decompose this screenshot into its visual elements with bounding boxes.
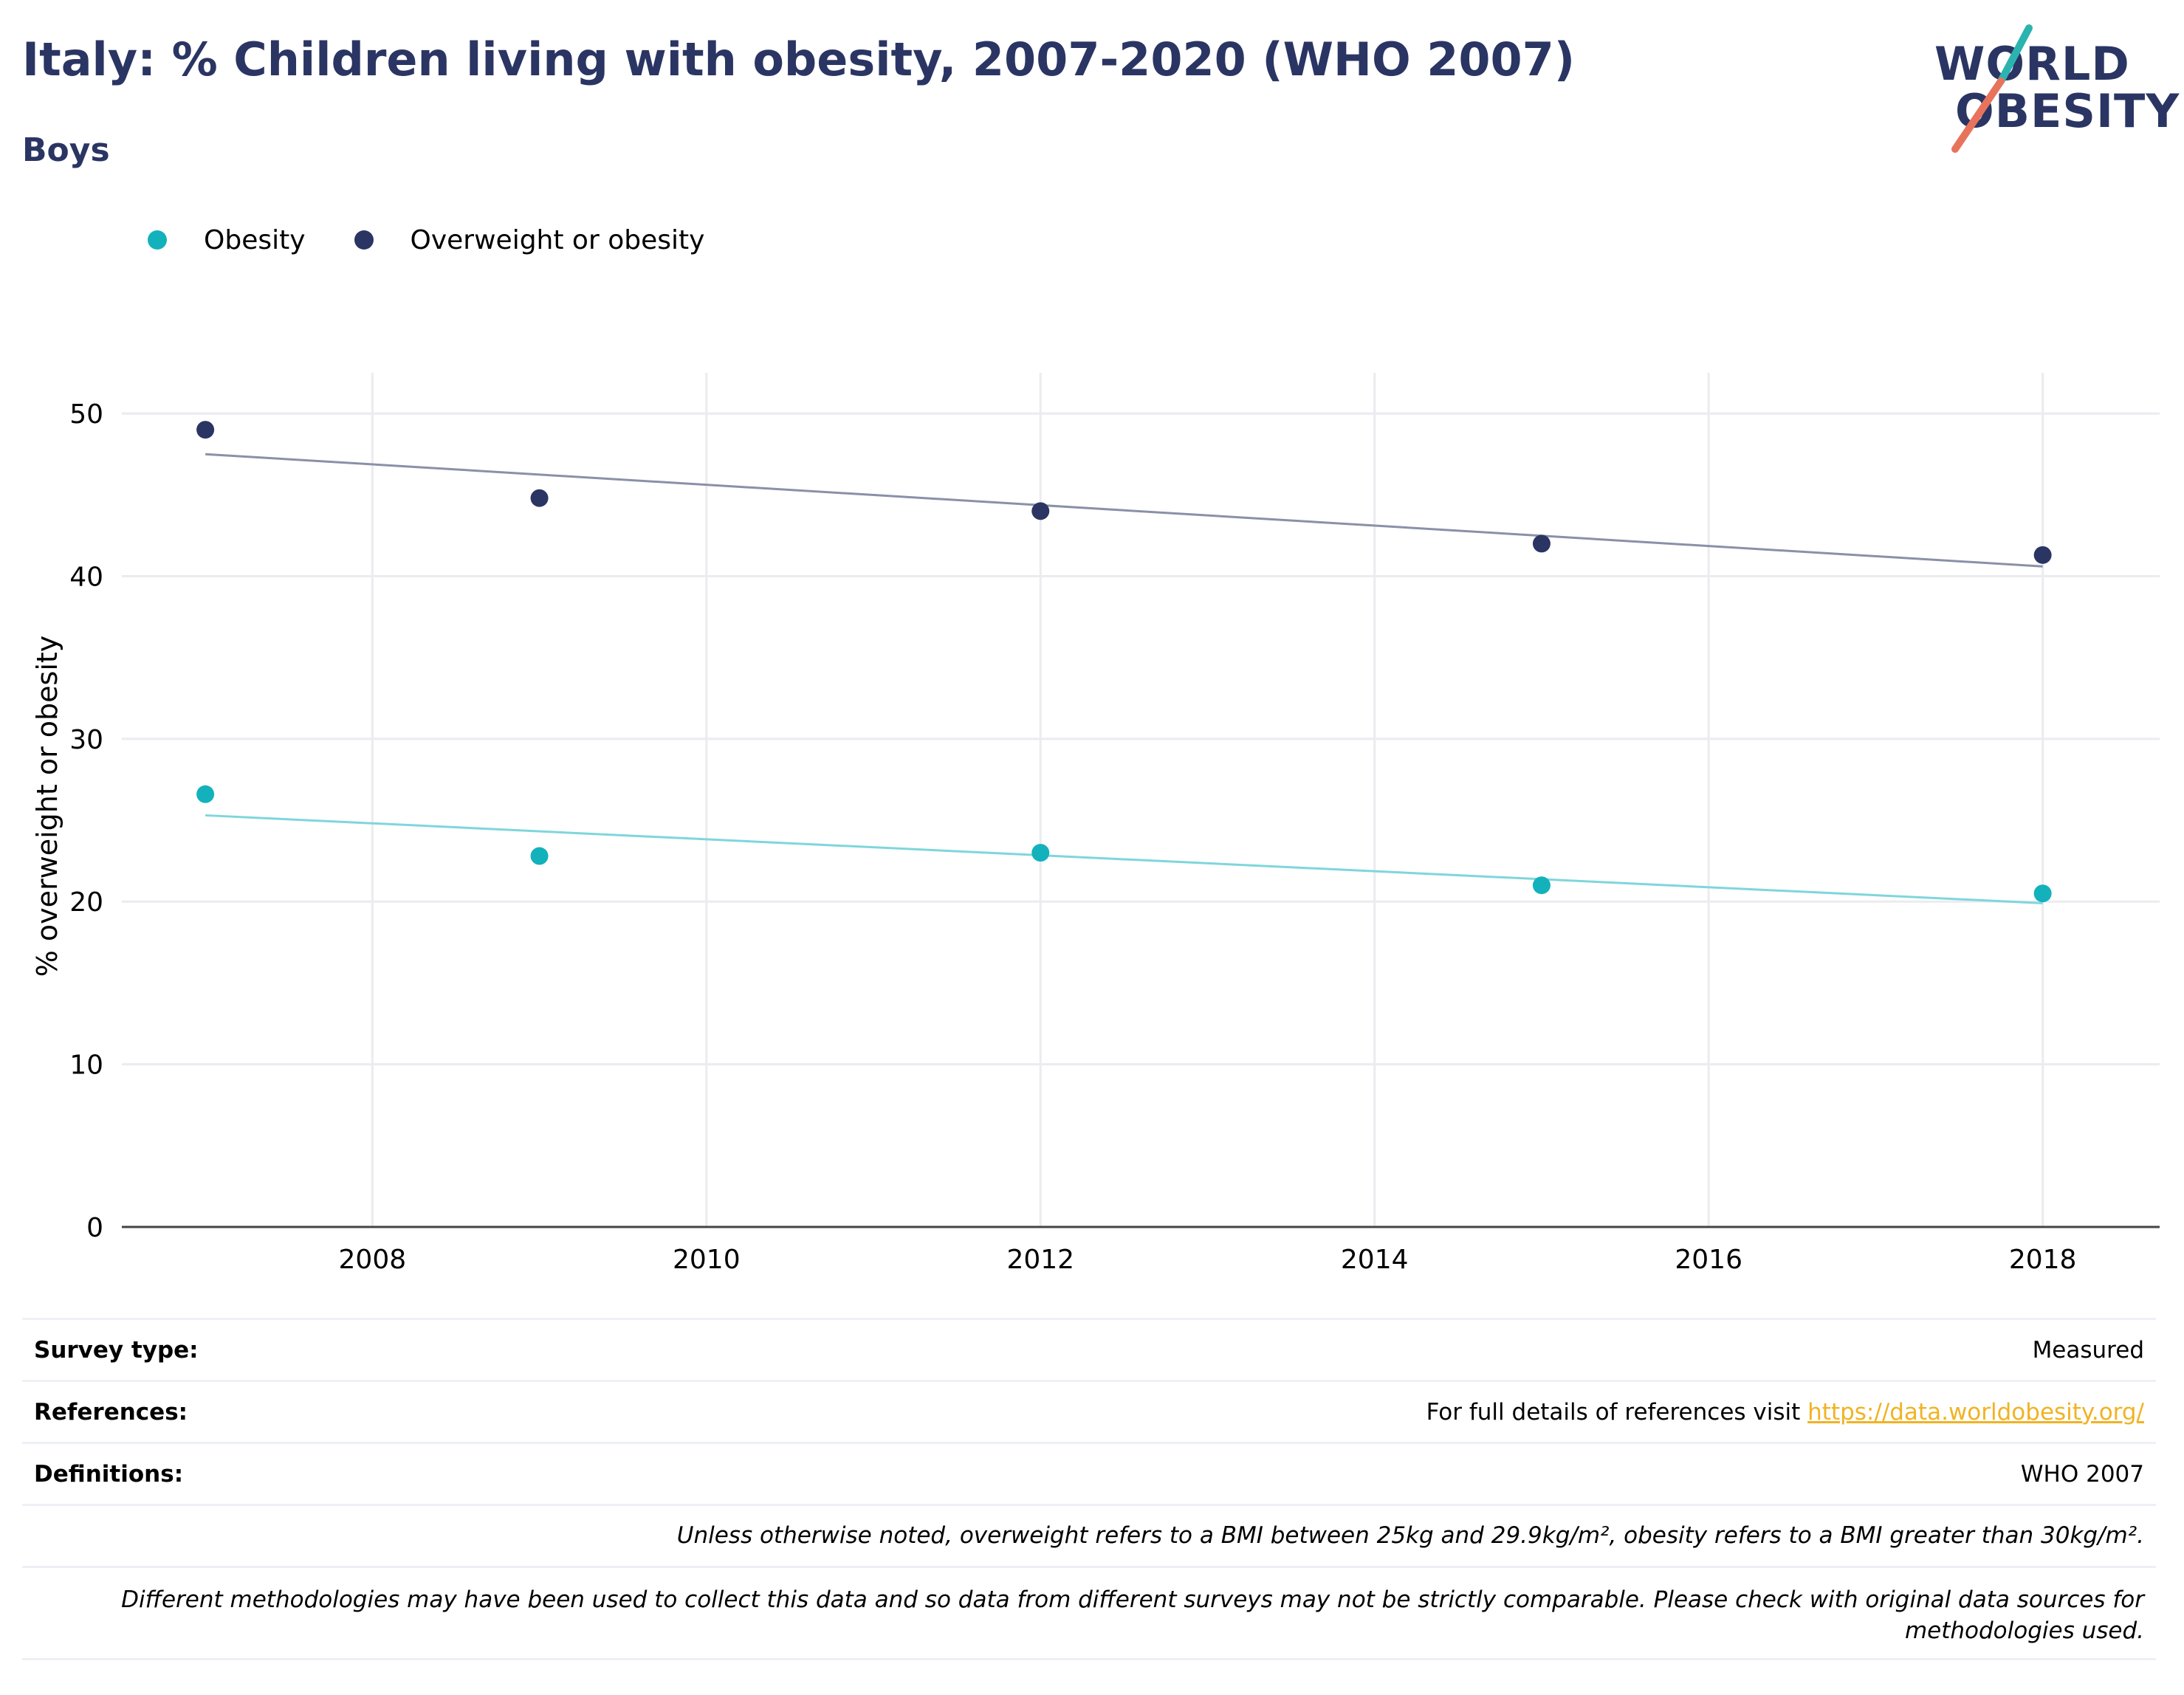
y-tick-label: 30 [69, 725, 103, 755]
bmi-definition-note: Unless otherwise noted, overweight refer… [22, 1504, 2156, 1566]
data-point-series-1 [530, 489, 549, 507]
y-tick-label: 40 [69, 562, 103, 592]
methodology-note: Different methodologies may have been us… [22, 1566, 2156, 1660]
data-point-series-0 [196, 785, 215, 803]
trend-lines [205, 453, 2043, 904]
definitions-label: Definitions: [34, 1460, 184, 1488]
x-tick-label: 2014 [1341, 1245, 1409, 1270]
y-tick-label: 0 [86, 1213, 103, 1243]
x-tick-label: 2018 [2009, 1245, 2077, 1270]
x-tick-label: 2016 [1675, 1245, 1742, 1270]
definitions-value: WHO 2007 [2020, 1460, 2144, 1488]
logo-line-1: WORLD [1934, 37, 2130, 91]
x-tick-label: 2010 [673, 1245, 741, 1270]
chart-legend: Obesity Overweight or obesity [148, 221, 753, 258]
data-point-series-1 [196, 421, 215, 439]
references-label: References: [34, 1398, 188, 1426]
data-point-series-1 [2033, 546, 2052, 564]
logo-slash-icon [1951, 24, 2033, 153]
legend-item-overweight[interactable]: Overweight or obesity [354, 224, 705, 255]
chart-title: Italy: % Children living with obesity, 2… [22, 32, 1576, 86]
data-point-series-0 [530, 847, 549, 865]
references-row: References: For full details of referenc… [22, 1380, 2156, 1442]
y-tick-label: 10 [69, 1051, 103, 1081]
chart-footer: Survey type: Measured References: For fu… [22, 1318, 2156, 1660]
data-point-series-1 [1031, 502, 1050, 520]
legend-item-obesity[interactable]: Obesity [148, 225, 306, 255]
y-axis-label: % overweight or obesity [31, 635, 63, 977]
legend-label-overweight: Overweight or obesity [410, 224, 705, 255]
data-points [196, 421, 2052, 903]
legend-marker-overweight [354, 230, 374, 250]
y-tick-label: 20 [69, 887, 103, 918]
data-point-series-0 [2033, 884, 2052, 903]
x-tick-label: 2012 [1006, 1245, 1074, 1270]
trend-line-series-1 [205, 453, 2043, 568]
survey-type-label: Survey type: [34, 1336, 199, 1364]
survey-type-value: Measured [2032, 1336, 2144, 1364]
chart-subtitle: Boys [22, 131, 110, 169]
grid-lines [122, 373, 2160, 1227]
definitions-row: Definitions: WHO 2007 [22, 1442, 2156, 1504]
data-point-series-0 [1031, 844, 1050, 862]
trend-line-series-0 [205, 814, 2043, 904]
legend-marker-obesity [148, 230, 167, 250]
x-tick-label: 2008 [339, 1245, 407, 1270]
world-obesity-logo: WORLD OBESITY [1920, 22, 2179, 155]
axes: 0 10 20 30 40 50 2008 2010 2012 2014 2016 2018 [69, 399, 2160, 1270]
scatter-chart: 0 10 20 30 40 50 2008 2010 2012 2014 2016 2018 [69, 373, 2160, 1270]
survey-type-row: Survey type: Measured [22, 1318, 2156, 1380]
references-text: For full details of references visit [1426, 1398, 1808, 1426]
data-point-series-0 [1532, 876, 1551, 895]
legend-label-obesity: Obesity [204, 224, 306, 255]
references-value: For full details of references visit htt… [1426, 1399, 2156, 1426]
y-tick-label: 50 [69, 399, 103, 430]
data-point-series-1 [1532, 534, 1551, 553]
references-link[interactable]: https://data.worldobesity.org/ [1807, 1398, 2144, 1426]
